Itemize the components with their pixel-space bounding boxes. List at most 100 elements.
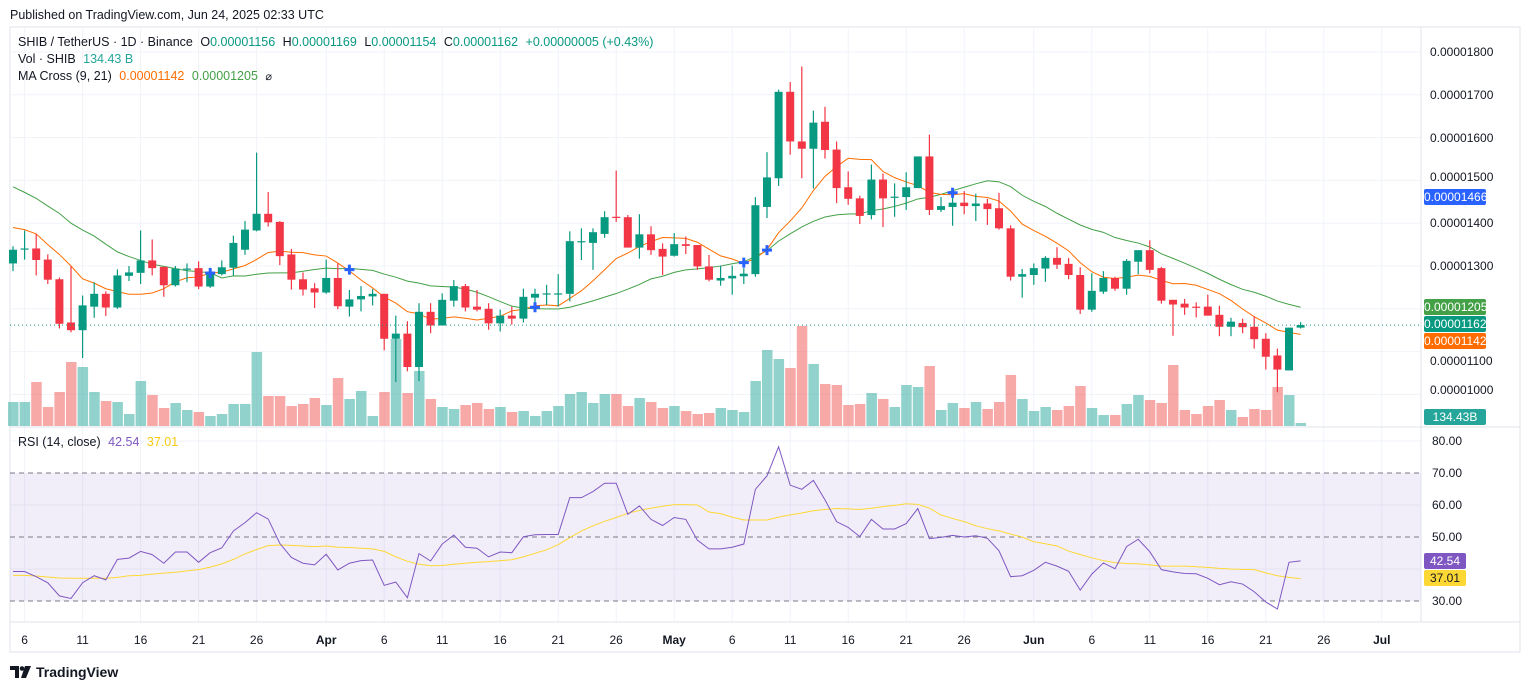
candle [1076,267,1085,314]
candle-body [252,213,261,231]
ma-legend[interactable]: MA Cross (9, 21) 0.00001142 0.00001205 ⌀ [18,69,276,85]
volume-bar [321,405,332,426]
candle [1029,263,1038,285]
candle [496,309,505,332]
date-tick-label: 26 [1317,633,1331,647]
candle [1087,273,1096,312]
candle-body [461,286,470,308]
volume-bar [634,398,645,426]
volume-bar [506,412,518,426]
candle-body [32,248,41,261]
volume-bar [889,407,901,426]
volume-bar [193,412,205,426]
candle-body [1076,274,1085,310]
symbol-title[interactable]: SHIB / TetherUS · 1D · Binance [18,35,193,49]
volume-bar [738,412,750,426]
candle-body [484,308,493,324]
candle-body [1099,277,1108,292]
candle [1122,259,1131,295]
volume-bar [390,339,402,426]
candle [438,293,447,326]
volume-bar [483,409,495,426]
volume-legend[interactable]: Vol · SHIB 134.43 B [18,52,137,67]
open-value: 0.00001156 [210,35,276,49]
ma21-price-label: 0.00001205 [1424,299,1488,315]
candle [797,66,806,179]
candle-body [1250,326,1259,340]
volume-bar [414,371,425,426]
date-tick-label: 6 [21,633,28,647]
candle [1064,257,1073,280]
candle-body [983,203,992,210]
candle [855,195,864,225]
volume-bar [1179,410,1191,426]
volume-bar [750,381,761,426]
candle [322,259,331,294]
rsi-ma-value: 37.01 [146,435,179,449]
candle [1296,322,1305,329]
rsi-legend[interactable]: RSI (14, close) 42.54 37.01 [18,435,182,450]
volume-bar [448,409,460,426]
high-value: 0.00001169 [291,35,357,49]
volume-bar [19,402,31,426]
candle [1111,276,1119,291]
candle-body [1006,228,1015,277]
ma-hidden-icon[interactable]: ⌀ [265,71,273,83]
candle [217,260,226,276]
ma9-line [12,157,1301,335]
candle-body [20,248,29,250]
candle [20,230,29,260]
rsi-ma-line [13,503,1301,580]
candle [1273,348,1282,393]
date-tick-label: 11 [783,633,797,647]
candle [589,228,597,270]
volume-bar [1226,410,1237,426]
candle [1053,247,1061,269]
ma-label: MA Cross (9, 21) [18,69,112,83]
candle-body [647,234,655,251]
date-tick-label: 21 [191,633,206,647]
tradingview-logo-icon [10,666,31,678]
candle-body [612,216,621,218]
volume-bar [1063,406,1075,426]
candle [171,266,180,287]
candle [739,268,748,284]
candle-body [658,248,667,257]
candle-body [473,306,481,310]
candle-body [1053,257,1061,265]
candle-body [937,206,945,210]
candle-body [797,141,806,149]
candle [194,261,203,290]
candle-body [183,268,191,270]
volume-bar [77,367,89,426]
candle-body [322,277,331,293]
volume-bar [379,392,390,426]
candle [252,152,261,232]
candle-body [449,286,458,301]
price-tick-label: 0.00001500 [1430,170,1494,185]
candle [937,197,945,213]
candle-body [739,273,748,277]
candle [125,266,133,281]
tradingview-logo[interactable]: TradingView [10,664,118,680]
volume-bar [216,414,228,426]
candle-body [299,279,307,290]
candle-body [855,198,864,216]
rsi-label: RSI (14, close) [18,435,101,449]
rsi-tick-label: 70.00 [1432,466,1463,480]
candle [403,321,412,372]
volume-bar [518,411,529,426]
candle-body [78,305,87,331]
volume-bar [1168,365,1179,426]
symbol-legend[interactable]: SHIB / TetherUS · 1D · Binance O0.000011… [18,35,657,50]
volume-bar [727,410,738,426]
candle [844,171,853,205]
volume-bar [1260,410,1272,426]
volume-bar [866,393,877,426]
volume-bar [182,410,193,426]
volume-bar [1098,415,1109,426]
volume-bar [1272,387,1283,426]
volume-bar [274,396,286,426]
candle-body [241,229,249,250]
